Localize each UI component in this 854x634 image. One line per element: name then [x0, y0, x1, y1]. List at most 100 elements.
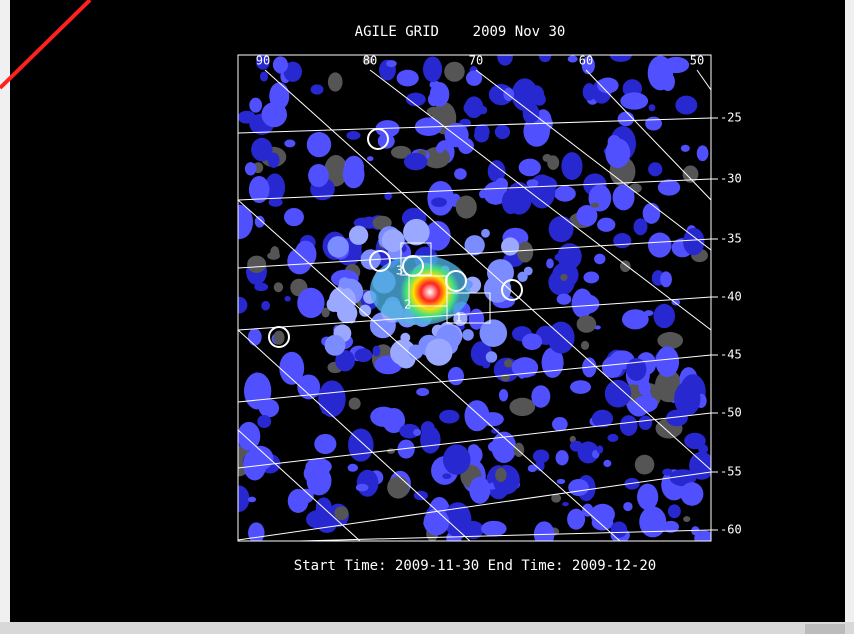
emission-blob	[495, 125, 510, 139]
emission-blob	[648, 162, 662, 176]
box-label: 2	[404, 298, 411, 312]
page: AGILE GRID 2009 Nov 30 Start Time: 2009-…	[0, 0, 854, 634]
emission-blob	[502, 190, 520, 214]
top-label: 90	[256, 54, 270, 68]
emission-blob	[648, 232, 672, 257]
emission-blob	[349, 397, 361, 409]
emission-blob	[668, 504, 681, 518]
emission-blob	[356, 484, 369, 492]
emission-blob	[581, 341, 589, 350]
emission-blob	[488, 441, 502, 452]
emission-blob	[583, 83, 596, 101]
emission-blob	[346, 131, 360, 140]
emission-blob	[514, 443, 524, 457]
emission-blob	[554, 186, 576, 202]
emission-blob	[403, 219, 430, 246]
right-label: -30	[720, 172, 742, 186]
emission-blob	[526, 179, 538, 187]
emission-blob	[568, 479, 589, 496]
emission-blob	[416, 388, 429, 396]
emission-blob	[658, 179, 680, 195]
emission-blob	[254, 283, 268, 291]
emission-blob	[454, 168, 467, 180]
viewer: AGILE GRID 2009 Nov 30 Start Time: 2009-…	[0, 0, 854, 634]
emission-blob	[533, 449, 549, 463]
emission-blob	[373, 346, 381, 357]
emission-blob	[657, 332, 683, 349]
right-label: -40	[720, 290, 742, 304]
right-label: -50	[720, 406, 742, 420]
emission-blob	[397, 70, 419, 87]
emission-blob	[284, 208, 304, 226]
emission-blob	[386, 60, 397, 67]
emission-blob	[597, 445, 603, 453]
footer: Start Time: 2009-11-30 End Time: 2009-12…	[294, 558, 656, 574]
scroll-buttons[interactable]	[805, 624, 845, 634]
emission-blob	[314, 434, 336, 454]
emission-blob	[568, 55, 578, 62]
emission-blob	[430, 82, 449, 106]
emission-blob	[495, 468, 506, 483]
box-label: 3	[396, 264, 403, 278]
emission-blob	[297, 288, 324, 318]
emission-blob	[328, 72, 343, 91]
emission-blob	[287, 248, 312, 274]
emission-blob	[689, 452, 714, 480]
emission-blob	[546, 258, 554, 268]
emission-blob	[674, 381, 700, 416]
emission-blob	[501, 237, 519, 255]
emission-blob	[387, 476, 409, 498]
right-label: -25	[720, 111, 742, 125]
emission-blob	[519, 371, 526, 379]
emission-blob	[273, 56, 288, 73]
emission-blob	[339, 277, 350, 288]
emission-blob	[249, 98, 262, 113]
emission-blob	[267, 252, 280, 260]
emission-blob	[436, 144, 444, 153]
emission-blob	[663, 57, 689, 73]
emission-blob	[570, 380, 591, 394]
emission-blob	[431, 197, 447, 207]
emission-blob	[499, 389, 508, 401]
emission-blob	[504, 359, 513, 367]
emission-blob	[307, 132, 331, 157]
emission-blob	[408, 345, 423, 360]
emission-blob	[260, 72, 268, 82]
emission-blob	[531, 385, 550, 407]
emission-blob	[509, 398, 535, 416]
emission-blob	[378, 134, 395, 149]
top-label: 70	[469, 54, 483, 68]
emission-blob	[274, 282, 283, 292]
emission-blob	[344, 156, 364, 178]
top-label: 60	[579, 54, 593, 68]
emission-blob	[456, 195, 477, 218]
emission-blob	[594, 254, 605, 265]
emission-blob	[644, 310, 653, 316]
emission-blob	[469, 477, 490, 504]
emission-blob	[528, 85, 544, 103]
emission-blob	[486, 351, 497, 362]
emission-blob	[404, 153, 427, 170]
emission-blob	[367, 156, 373, 161]
emission-blob	[349, 226, 368, 245]
emission-blob	[442, 473, 451, 479]
emission-blob	[620, 415, 638, 436]
emission-blob	[557, 479, 566, 484]
emission-blob	[481, 412, 504, 426]
right-label: -45	[720, 348, 742, 362]
emission-blob	[552, 417, 568, 431]
emission-blob	[244, 373, 271, 410]
emission-blob	[524, 267, 533, 276]
emission-blob	[620, 92, 648, 109]
emission-blob	[273, 331, 284, 345]
scrollbar[interactable]	[0, 622, 854, 634]
emission-blob	[698, 444, 708, 454]
emission-blob	[680, 482, 703, 506]
emission-blob	[464, 102, 473, 113]
emission-blob	[284, 139, 295, 147]
emission-blob	[605, 380, 631, 408]
emission-blob	[649, 104, 656, 111]
emission-blob	[474, 124, 489, 139]
emission-blob	[634, 218, 648, 235]
emission-blob	[248, 328, 262, 345]
